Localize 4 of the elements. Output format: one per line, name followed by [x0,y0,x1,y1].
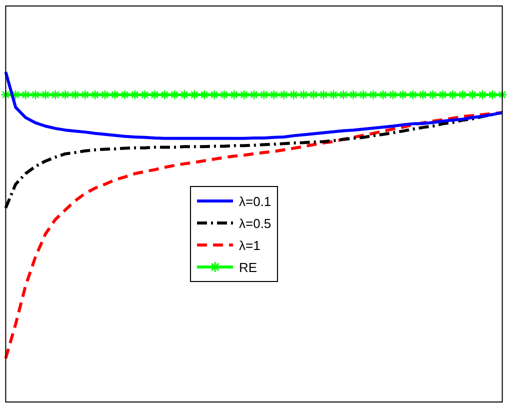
legend-label: λ=0.5 [239,216,272,230]
legend-label: RE [239,260,258,274]
legend-label: λ=0.1 [239,194,272,208]
legend-label: λ=1 [239,238,260,252]
